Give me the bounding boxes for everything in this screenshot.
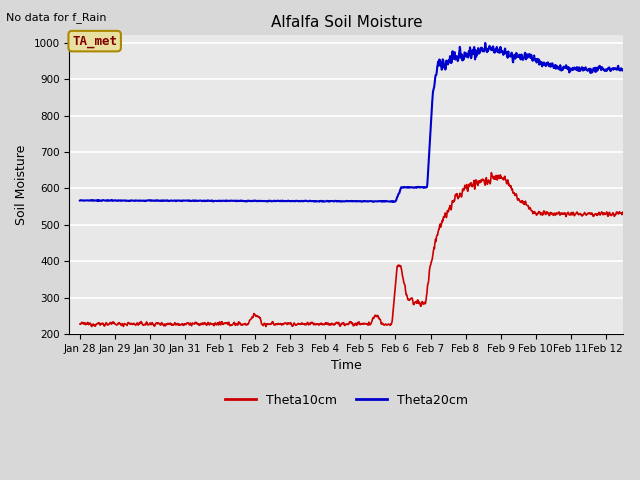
Line: Theta20cm: Theta20cm: [80, 43, 623, 202]
Theta20cm: [76, 198, 84, 204]
Theta20cm: [385, 199, 393, 204]
Theta20cm: [389, 199, 397, 205]
Theta10cm: [307, 321, 315, 326]
Theta10cm: [262, 324, 269, 329]
Theta20cm: [318, 198, 326, 204]
Theta10cm: [488, 170, 495, 176]
Title: Alfalfa Soil Moisture: Alfalfa Soil Moisture: [271, 15, 422, 30]
Text: TA_met: TA_met: [72, 35, 117, 48]
Theta10cm: [620, 209, 627, 215]
Line: Theta10cm: Theta10cm: [80, 173, 623, 326]
Theta20cm: [620, 66, 627, 72]
Theta10cm: [386, 322, 394, 328]
Legend: Theta10cm, Theta20cm: Theta10cm, Theta20cm: [220, 389, 473, 411]
X-axis label: Time: Time: [331, 360, 362, 372]
Theta10cm: [76, 321, 84, 327]
Theta10cm: [318, 322, 326, 327]
Text: No data for f_Rain: No data for f_Rain: [6, 12, 107, 23]
Theta20cm: [307, 198, 314, 204]
Theta10cm: [328, 320, 336, 326]
Y-axis label: Soil Moisture: Soil Moisture: [15, 144, 28, 225]
Theta10cm: [118, 321, 126, 327]
Theta20cm: [328, 198, 335, 204]
Theta20cm: [118, 198, 126, 204]
Theta20cm: [140, 198, 148, 204]
Theta20cm: [481, 40, 489, 46]
Theta10cm: [140, 322, 148, 327]
